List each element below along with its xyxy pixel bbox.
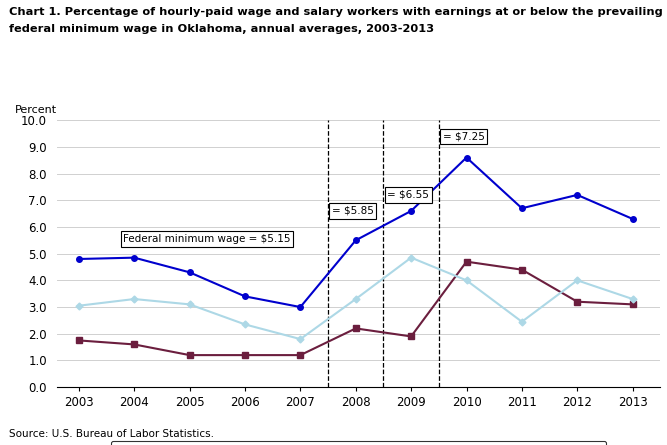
Legend: At or below minimum wage, At minimum wage, Below minimum wage: At or below minimum wage, At minimum wag… bbox=[111, 441, 606, 445]
Text: = $5.85: = $5.85 bbox=[332, 206, 374, 216]
Text: Federal minimum wage = $5.15: Federal minimum wage = $5.15 bbox=[123, 234, 291, 244]
Text: Percent: Percent bbox=[15, 105, 57, 115]
Text: Chart 1. Percentage of hourly-paid wage and salary workers with earnings at or b: Chart 1. Percentage of hourly-paid wage … bbox=[9, 7, 662, 16]
Text: federal minimum wage in Oklahoma, annual averages, 2003-2013: federal minimum wage in Oklahoma, annual… bbox=[9, 24, 434, 34]
Text: = $7.25: = $7.25 bbox=[443, 131, 484, 141]
Text: = $6.55: = $6.55 bbox=[388, 190, 429, 200]
Text: Source: U.S. Bureau of Labor Statistics.: Source: U.S. Bureau of Labor Statistics. bbox=[9, 429, 213, 439]
